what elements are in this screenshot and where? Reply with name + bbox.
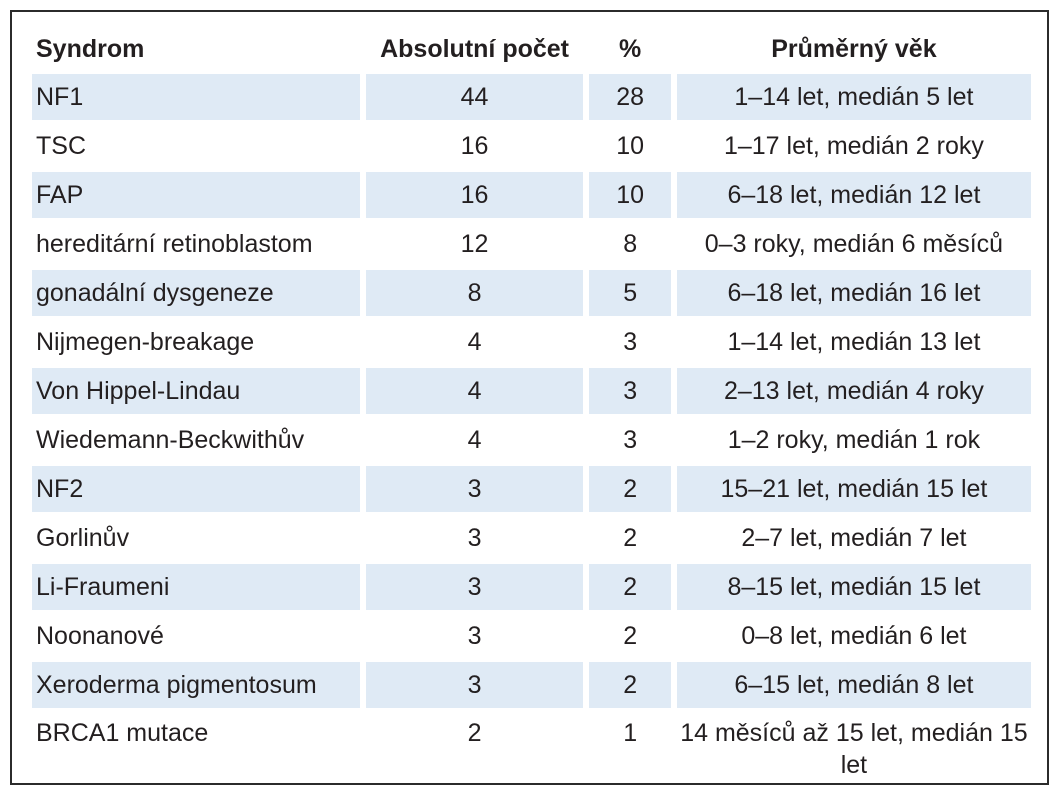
table-row: gonadální dysgeneze 8 5 6–18 let, medián… [32, 270, 1031, 319]
cell-percent: 2 [589, 662, 671, 711]
cell-syndrom: BRCA1 mutace [32, 711, 360, 792]
cell-syndrom: Xeroderma pigmentosum [32, 662, 360, 711]
cell-age: 14 měsíců až 15 let, medián 15 let [676, 711, 1031, 792]
header-syndrom: Syndrom [36, 34, 145, 63]
cell-count: 4 [365, 417, 584, 466]
cell-count: 12 [365, 221, 584, 270]
cell-count: 4 [365, 319, 584, 368]
cell-count: 8 [365, 270, 584, 319]
cell-age: 1–14 let, medián 5 let [676, 74, 1031, 123]
cell-percent: 28 [589, 74, 671, 123]
header-row: Syndrom Absolutní počet % Průměrný věk [32, 24, 1031, 74]
cell-count: 3 [365, 613, 584, 662]
cell-syndrom: NF1 [32, 74, 360, 123]
cell-syndrom: Von Hippel-Lindau [32, 368, 360, 417]
cell-count: 16 [365, 172, 584, 221]
cell-age: 1–2 roky, medián 1 rok [676, 417, 1031, 466]
cell-syndrom: hereditární retinoblastom [32, 221, 360, 270]
cell-count: 3 [365, 466, 584, 515]
cell-age: 1–14 let, medián 13 let [676, 319, 1031, 368]
cell-count: 2 [365, 711, 584, 792]
cell-count: 3 [365, 564, 584, 613]
cell-syndrom: Li-Fraumeni [32, 564, 360, 613]
table-row: Li-Fraumeni 3 2 8–15 let, medián 15 let [32, 564, 1031, 613]
cell-percent: 3 [589, 368, 671, 417]
cell-percent: 10 [589, 172, 671, 221]
syndrome-table: Syndrom Absolutní počet % Průměrný věk N… [26, 24, 1037, 792]
cell-percent: 3 [589, 319, 671, 368]
cell-syndrom: TSC [32, 123, 360, 172]
cell-age: 8–15 let, medián 15 let [676, 564, 1031, 613]
cell-count: 3 [365, 662, 584, 711]
cell-age: 2–7 let, medián 7 let [676, 515, 1031, 564]
cell-percent: 1 [589, 711, 671, 792]
cell-percent: 2 [589, 466, 671, 515]
table-row: Nijmegen-breakage 4 3 1–14 let, medián 1… [32, 319, 1031, 368]
cell-percent: 2 [589, 613, 671, 662]
cell-percent: 5 [589, 270, 671, 319]
table-row: NF1 44 28 1–14 let, medián 5 let [32, 74, 1031, 123]
cell-age: 6–18 let, medián 16 let [676, 270, 1031, 319]
cell-percent: 3 [589, 417, 671, 466]
cell-age: 15–21 let, medián 15 let [676, 466, 1031, 515]
cell-percent: 2 [589, 515, 671, 564]
table-frame: Syndrom Absolutní počet % Průměrný věk N… [10, 10, 1049, 792]
header-prumerny-vek: Průměrný věk [771, 34, 937, 63]
cell-syndrom: gonadální dysgeneze [32, 270, 360, 319]
cell-age: 6–18 let, medián 12 let [676, 172, 1031, 221]
cell-percent: 2 [589, 564, 671, 613]
cell-count: 3 [365, 515, 584, 564]
cell-syndrom: Gorlinův [32, 515, 360, 564]
cell-age: 1–17 let, medián 2 roky [676, 123, 1031, 172]
cell-age: 2–13 let, medián 4 roky [676, 368, 1031, 417]
table-row: TSC 16 10 1–17 let, medián 2 roky [32, 123, 1031, 172]
table-row: hereditární retinoblastom 12 8 0–3 roky,… [32, 221, 1031, 270]
table-row: Gorlinův 3 2 2–7 let, medián 7 let [32, 515, 1031, 564]
table-row: NF2 3 2 15–21 let, medián 15 let [32, 466, 1031, 515]
table-row: Von Hippel-Lindau 4 3 2–13 let, medián 4… [32, 368, 1031, 417]
cell-syndrom: FAP [32, 172, 360, 221]
table-row: FAP 16 10 6–18 let, medián 12 let [32, 172, 1031, 221]
table-row: Wiedemann-Beckwithův 4 3 1–2 roky, mediá… [32, 417, 1031, 466]
cell-syndrom: Wiedemann-Beckwithův [32, 417, 360, 466]
cell-age: 0–8 let, medián 6 let [676, 613, 1031, 662]
cell-percent: 10 [589, 123, 671, 172]
cell-count: 16 [365, 123, 584, 172]
table-row: Xeroderma pigmentosum 3 2 6–15 let, medi… [32, 662, 1031, 711]
cell-syndrom: Nijmegen-breakage [32, 319, 360, 368]
header-percent: % [619, 34, 642, 63]
cell-count: 4 [365, 368, 584, 417]
cell-count: 44 [365, 74, 584, 123]
cell-percent: 8 [589, 221, 671, 270]
table-row: BRCA1 mutace 2 1 14 měsíců až 15 let, me… [32, 711, 1031, 792]
table-row: Noonanové 3 2 0–8 let, medián 6 let [32, 613, 1031, 662]
cell-syndrom: Noonanové [32, 613, 360, 662]
cell-age: 0–3 roky, medián 6 měsíců [676, 221, 1031, 270]
cell-age: 6–15 let, medián 8 let [676, 662, 1031, 711]
header-absolutni-pocet: Absolutní počet [380, 34, 569, 63]
cell-syndrom: NF2 [32, 466, 360, 515]
